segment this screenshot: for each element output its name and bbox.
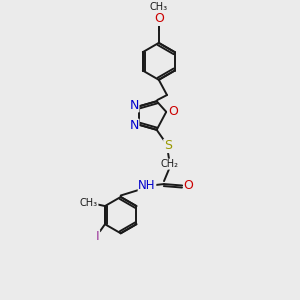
Text: CH₃: CH₃ [80, 197, 98, 208]
Text: I: I [96, 230, 100, 243]
Text: O: O [184, 179, 194, 192]
Text: O: O [168, 105, 178, 119]
Text: O: O [154, 12, 164, 26]
Text: NH: NH [138, 179, 156, 192]
Text: N: N [130, 99, 139, 112]
Text: CH₃: CH₃ [150, 2, 168, 12]
Text: S: S [164, 140, 172, 152]
Text: N: N [130, 119, 139, 132]
Text: CH₂: CH₂ [160, 159, 178, 169]
